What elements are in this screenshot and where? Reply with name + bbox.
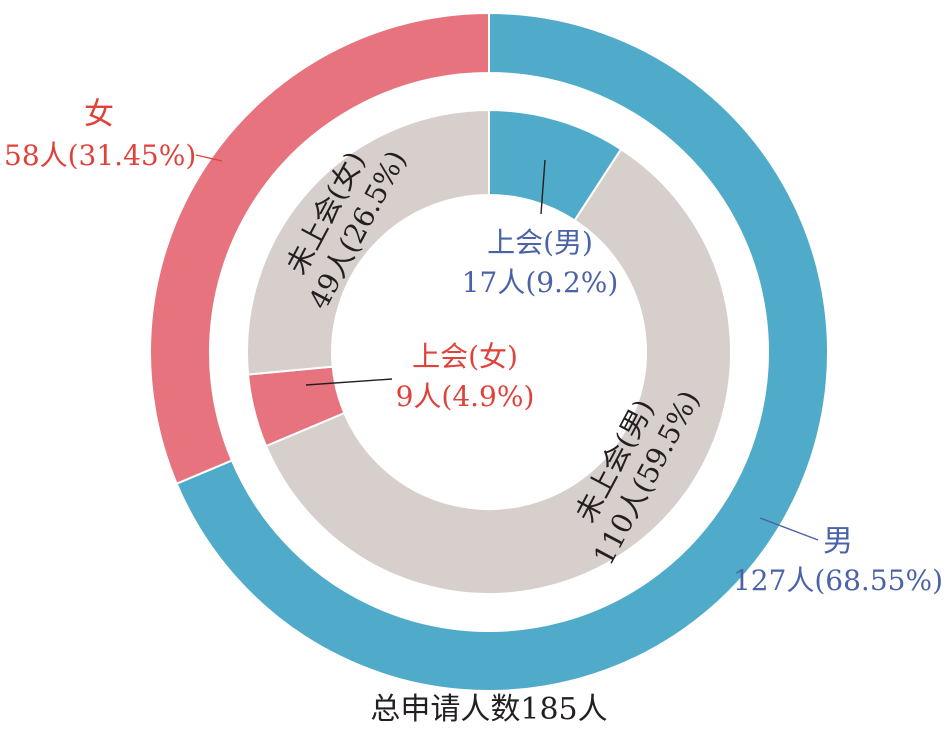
label-female-name: 女 — [84, 97, 114, 132]
label-male-member-name: 上会(男) — [487, 226, 593, 259]
outer-slice-male — [175, 11, 829, 692]
inner-ring — [246, 108, 732, 595]
leader-line-female-member — [305, 378, 393, 386]
leader-line-male-member — [540, 159, 546, 215]
outer-slice-female — [149, 11, 490, 486]
chart-caption: 总申请人数185人 — [370, 692, 607, 727]
outer-ring — [149, 11, 829, 692]
leader-line-female — [195, 154, 223, 162]
inner-slice-male-not-member — [264, 147, 732, 595]
leader-line-male — [759, 517, 819, 541]
inner-slice-female-not-member — [246, 108, 490, 376]
label-female-value: 58人(31.45%) — [4, 139, 196, 172]
label-female-member-name: 上会(女) — [412, 340, 518, 373]
label-male-value: 127人(68.55%) — [733, 564, 943, 597]
label-female-member-value: 9人(4.9%) — [396, 380, 535, 413]
label-male-member-value: 17人(9.2%) — [462, 266, 619, 299]
label-male-name: 男 — [823, 524, 853, 559]
